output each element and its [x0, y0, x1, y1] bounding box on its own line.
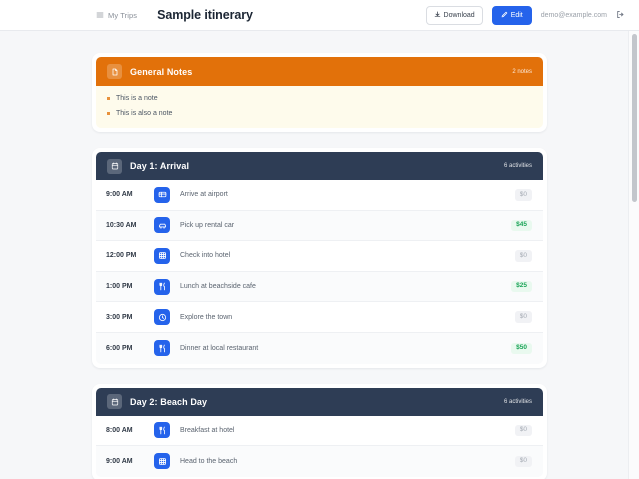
- calendar-icon: [107, 158, 122, 174]
- note-text: This is also a note: [116, 110, 173, 117]
- utensils-icon: [154, 422, 170, 439]
- activity-time: 9:00 AM: [106, 191, 133, 199]
- edit-button[interactable]: Edit: [491, 5, 532, 25]
- activity-label: Pick up rental car: [180, 221, 235, 229]
- general-notes-header: General Notes 2 notes: [96, 57, 543, 86]
- general-notes-card: General Notes 2 notes This is a note Thi…: [92, 53, 547, 132]
- day-card: Day 1: Arrival 6 activities 9:00 AM Arrive …: [92, 148, 547, 368]
- general-notes-body: This is a note This is also a note: [96, 86, 543, 128]
- calendar-icon: [107, 394, 122, 410]
- activity-price-badge: $0: [514, 424, 532, 437]
- nav-left-group: My Trips Sample itinerary: [96, 8, 253, 22]
- bullet-icon: [107, 97, 110, 100]
- activity-price-badge: $0: [514, 189, 532, 201]
- my-trips-label: My Trips: [108, 10, 138, 20]
- note-item: This is also a note: [107, 110, 532, 117]
- day-activity-list: 8:00 AM Breakfast at hotel $0 9:00 AM Head t…: [96, 415, 543, 477]
- car-icon: [154, 217, 170, 234]
- activity-price-badge: $50: [511, 342, 532, 355]
- activity-label: Lunch at beachside cafe: [180, 283, 256, 291]
- clock-icon: [154, 309, 170, 326]
- activity-row[interactable]: 10:30 AM Pick up rental car $45: [96, 210, 543, 242]
- page-scrollbar-thumb[interactable]: [631, 34, 637, 202]
- logout-button[interactable]: [616, 6, 625, 24]
- activity-label: Dinner at local restaurant: [180, 344, 259, 352]
- activity-label: Explore the town: [180, 313, 233, 321]
- edit-label: Edit: [510, 11, 523, 19]
- itinerary-content: General Notes 2 notes This is a note Thi…: [92, 53, 547, 479]
- activity-label: Head to the beach: [180, 457, 238, 465]
- logout-icon: [616, 6, 625, 24]
- download-button[interactable]: Download: [425, 5, 483, 25]
- utensils-icon: [154, 278, 170, 295]
- activity-label: Arrive at airport: [180, 191, 228, 199]
- activity-row[interactable]: 9:00 AM Head to the beach $0: [96, 446, 543, 477]
- page-body: General Notes 2 notes This is a note Thi…: [0, 31, 639, 479]
- activity-price-badge: $0: [514, 250, 532, 262]
- bullet-icon: [107, 112, 110, 115]
- activity-label: Breakfast at hotel: [180, 426, 235, 434]
- activity-time: 1:00 PM: [106, 283, 133, 291]
- activity-time: 6:00 PM: [106, 344, 133, 352]
- ticket-icon: [154, 186, 170, 203]
- pencil-icon: [501, 11, 508, 20]
- day-card-header: Day 1: Arrival 6 activities: [96, 152, 543, 180]
- day-cards-container: Day 1: Arrival 6 activities 9:00 AM Arrive …: [92, 148, 547, 479]
- utensils-icon: [154, 340, 170, 357]
- day-activity-list: 9:00 AM Arrive at airport $0 10:30 AM Pick u…: [96, 180, 543, 364]
- activity-price-badge: $25: [511, 280, 532, 293]
- activity-label: Check into hotel: [180, 252, 231, 260]
- activity-time: 10:30 AM: [106, 221, 137, 229]
- activity-price-badge: $45: [511, 219, 532, 232]
- activity-row[interactable]: 6:00 PM Dinner at local restaurant $50: [96, 332, 543, 364]
- page-title: Sample itinerary: [157, 8, 253, 22]
- note-item: This is a note: [107, 95, 532, 102]
- download-label: Download: [443, 11, 475, 19]
- activity-row[interactable]: 3:00 PM Explore the town $0: [96, 302, 543, 333]
- activity-time: 12:00 PM: [106, 252, 137, 260]
- activity-price-badge: $0: [514, 455, 532, 468]
- activity-row[interactable]: 12:00 PM Check into hotel $0: [96, 241, 543, 272]
- user-email: demo@example.com: [540, 11, 607, 19]
- document-icon: [107, 64, 122, 79]
- download-icon: [434, 11, 441, 20]
- activity-row[interactable]: 9:00 AM Arrive at airport $0: [96, 180, 543, 211]
- top-navigation-bar: My Trips Sample itinerary Download Edit …: [0, 0, 639, 31]
- nav-right-group: Download Edit demo@example.com: [425, 5, 625, 25]
- activity-row[interactable]: 8:00 AM Breakfast at hotel $0: [96, 415, 543, 447]
- general-notes-count-badge: 2 notes: [512, 68, 532, 75]
- general-notes-title: General Notes: [130, 66, 193, 77]
- day-title: Day 2: Beach Day: [130, 396, 208, 407]
- bed-icon: [154, 453, 170, 470]
- activity-time: 8:00 AM: [106, 426, 133, 434]
- list-icon: [96, 11, 104, 19]
- day-card-header: Day 2: Beach Day 6 activities: [96, 387, 543, 416]
- bed-icon: [154, 247, 170, 264]
- day-count-badge: 6 activities: [503, 163, 532, 169]
- day-title: Day 1: Arrival: [130, 161, 190, 171]
- note-text: This is a note: [116, 95, 158, 102]
- activity-time: 3:00 PM: [106, 313, 133, 321]
- activity-row[interactable]: 1:00 PM Lunch at beachside cafe $25: [96, 271, 543, 303]
- day-card: Day 2: Beach Day 6 activities 8:00 AM Break…: [92, 383, 547, 479]
- activity-price-badge: $0: [514, 311, 532, 323]
- page-scrollbar-track[interactable]: [628, 31, 639, 479]
- my-trips-link[interactable]: My Trips: [96, 11, 137, 20]
- activity-time: 9:00 AM: [106, 457, 133, 465]
- day-count-badge: 6 activities: [503, 398, 532, 405]
